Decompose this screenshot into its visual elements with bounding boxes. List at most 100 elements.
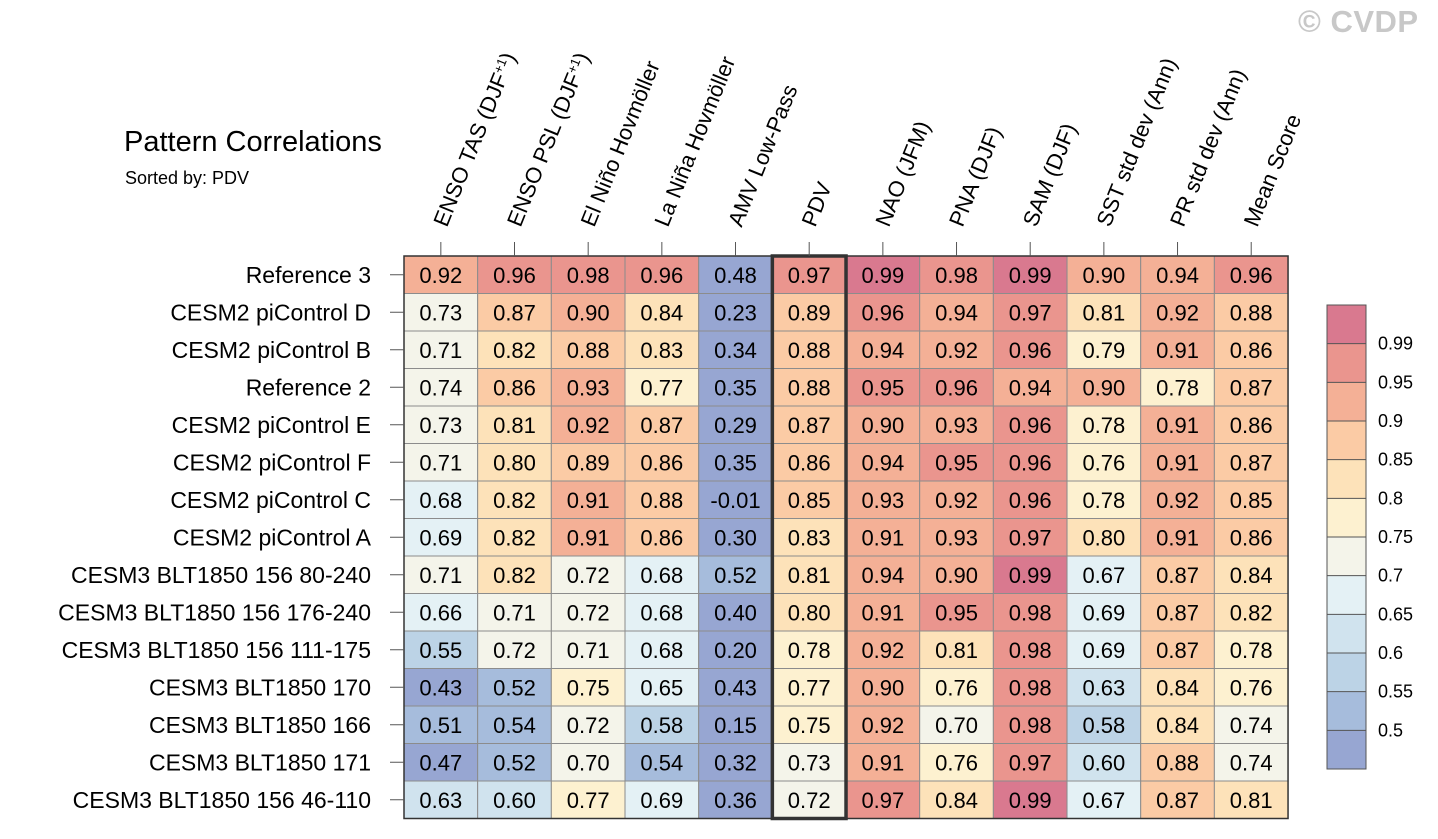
heatmap-cell bbox=[1066, 443, 1142, 482]
cell-value-label: 0.91 bbox=[1156, 525, 1199, 550]
cell-value-label: 0.82 bbox=[493, 563, 536, 588]
heatmap-cell bbox=[992, 668, 1068, 707]
cell-value-label: 0.48 bbox=[714, 263, 757, 288]
cell-value-label: 0.96 bbox=[493, 263, 536, 288]
cell-value-label: 0.54 bbox=[640, 750, 683, 775]
heatmap-cell bbox=[771, 443, 847, 482]
cell-value-label: 0.23 bbox=[714, 300, 757, 325]
heatmap-cell bbox=[698, 480, 773, 519]
heatmap-cell bbox=[624, 405, 700, 444]
heatmap-cell bbox=[624, 330, 700, 369]
cell-value-label: 0.77 bbox=[788, 675, 831, 700]
row-label: CESM2 piControl F bbox=[173, 449, 371, 475]
heatmap-cell bbox=[550, 668, 626, 707]
cell-value-label: 0.81 bbox=[493, 413, 536, 438]
heatmap-cell bbox=[919, 405, 994, 444]
cell-value-label: 0.96 bbox=[861, 300, 904, 325]
heatmap-cell bbox=[624, 555, 700, 594]
cell-value-label: 0.93 bbox=[567, 375, 610, 400]
colorbar-tick-label: 0.5 bbox=[1378, 720, 1403, 740]
cell-value-label: 0.87 bbox=[1156, 788, 1199, 813]
heatmap-cell bbox=[845, 780, 921, 819]
cell-value-label: 0.74 bbox=[1230, 750, 1273, 775]
row-label: CESM3 BLT1850 166 bbox=[149, 712, 371, 738]
cell-value-label: 0.90 bbox=[1082, 375, 1125, 400]
cell-value-label: 0.92 bbox=[935, 338, 978, 363]
cell-value-label: 0.92 bbox=[1156, 488, 1199, 513]
heatmap-cell bbox=[550, 630, 626, 669]
cell-value-label: 0.80 bbox=[1082, 525, 1125, 550]
cell-value-label: 0.71 bbox=[419, 338, 462, 363]
cell-value-label: 0.72 bbox=[788, 788, 831, 813]
cell-value-label: 0.68 bbox=[640, 563, 683, 588]
cell-value-label: 0.75 bbox=[788, 713, 831, 738]
heatmap-cell bbox=[477, 593, 552, 632]
cell-value-label: 0.84 bbox=[935, 788, 978, 813]
cell-value-label: 0.99 bbox=[1009, 788, 1052, 813]
heatmap-cell bbox=[771, 705, 847, 744]
row-label: CESM3 BLT1850 156 176-240 bbox=[58, 599, 371, 625]
cell-value-label: 0.69 bbox=[1082, 600, 1125, 625]
heatmap-cell bbox=[550, 705, 626, 744]
column-header-label: Mean Score bbox=[1239, 111, 1307, 230]
heatmap-cell bbox=[771, 405, 847, 444]
heatmap-cell bbox=[1140, 668, 1215, 707]
heatmap-cell bbox=[403, 705, 479, 744]
cell-value-label: 0.58 bbox=[1082, 713, 1125, 738]
cell-value-label: 0.86 bbox=[788, 450, 831, 475]
cell-value-label: 0.40 bbox=[714, 600, 757, 625]
cell-value-label: 0.71 bbox=[419, 450, 462, 475]
heatmap-cell bbox=[1066, 743, 1142, 782]
colorbar-tick-label: 0.9 bbox=[1378, 411, 1403, 431]
heatmap-cell bbox=[477, 630, 552, 669]
heatmap-cell bbox=[1066, 555, 1142, 594]
cell-value-label: 0.91 bbox=[1156, 338, 1199, 363]
cell-value-label: 0.82 bbox=[493, 338, 536, 363]
cell-value-label: 0.81 bbox=[788, 563, 831, 588]
heatmap-cell bbox=[1140, 368, 1215, 407]
cell-value-label: 0.32 bbox=[714, 750, 757, 775]
cell-value-label: 0.98 bbox=[935, 263, 978, 288]
cell-value-label: 0.74 bbox=[419, 375, 462, 400]
cell-value-label: 0.83 bbox=[788, 525, 831, 550]
cell-value-label: 0.72 bbox=[567, 563, 610, 588]
heatmap-cell bbox=[698, 368, 773, 407]
heatmap-cell bbox=[550, 330, 626, 369]
colorbar-tick-label: 0.6 bbox=[1378, 643, 1403, 663]
cell-value-label: 0.85 bbox=[1230, 488, 1273, 513]
cell-value-label: 0.87 bbox=[1230, 450, 1273, 475]
heatmap-cell bbox=[992, 443, 1068, 482]
heatmap-cell bbox=[1140, 255, 1215, 294]
cell-value-label: 0.92 bbox=[935, 488, 978, 513]
column-header-label: PDV bbox=[797, 178, 837, 230]
cell-value-label: 0.96 bbox=[1230, 263, 1273, 288]
heatmap-cell bbox=[1213, 330, 1289, 369]
column-header-label: La Niña Hovmöller bbox=[649, 53, 740, 230]
cell-value-label: 0.88 bbox=[788, 375, 831, 400]
row-label: CESM2 piControl C bbox=[170, 487, 371, 513]
cell-value-label: 0.63 bbox=[419, 788, 462, 813]
cell-value-label: 0.35 bbox=[714, 375, 757, 400]
colorbar-swatch bbox=[1327, 653, 1366, 692]
cell-value-label: 0.89 bbox=[567, 450, 610, 475]
column-header-label: SAM (DJF) bbox=[1018, 120, 1082, 230]
row-label: CESM3 BLT1850 156 46-110 bbox=[73, 787, 371, 813]
cell-value-label: 0.86 bbox=[493, 375, 536, 400]
heatmap-cell bbox=[992, 293, 1068, 332]
chart-title: Pattern Correlations bbox=[124, 126, 382, 158]
heatmap-cell bbox=[698, 668, 773, 707]
heatmap-cell bbox=[403, 443, 479, 482]
cell-value-label: 0.77 bbox=[567, 788, 610, 813]
cell-value-label: 0.82 bbox=[1230, 600, 1273, 625]
cell-value-label: 0.65 bbox=[640, 675, 683, 700]
cell-value-label: 0.66 bbox=[419, 600, 462, 625]
cell-value-label: 0.86 bbox=[640, 525, 683, 550]
cell-value-label: 0.88 bbox=[788, 338, 831, 363]
cell-value-label: 0.87 bbox=[493, 300, 536, 325]
cell-value-label: 0.47 bbox=[419, 750, 462, 775]
heatmap-cell bbox=[1213, 743, 1289, 782]
cell-value-label: 0.80 bbox=[493, 450, 536, 475]
cell-value-label: 0.70 bbox=[567, 750, 610, 775]
heatmap-cell bbox=[919, 255, 994, 294]
